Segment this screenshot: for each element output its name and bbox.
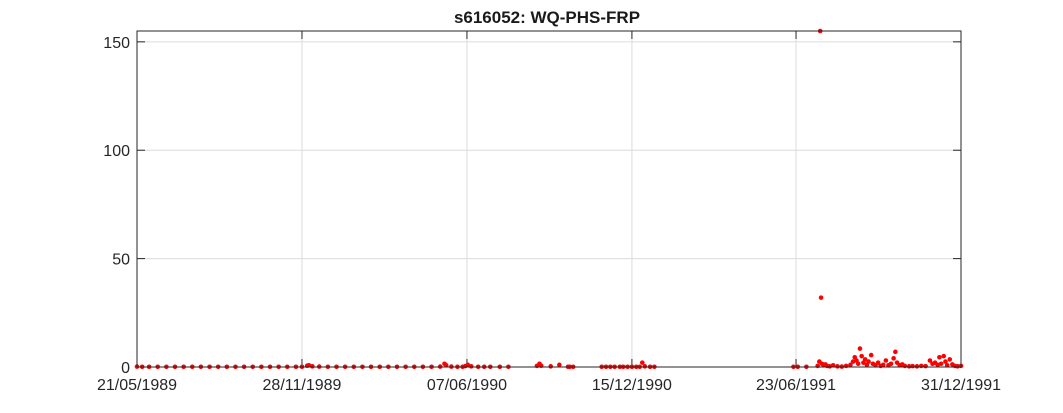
data-point (888, 361, 894, 367)
data-point (468, 364, 474, 369)
data-point (866, 359, 871, 364)
data-point (465, 362, 471, 368)
chart-title: s616052: WQ-PHS-FRP (454, 8, 640, 27)
data-point (848, 362, 853, 368)
y-tick-label: 50 (112, 252, 130, 269)
data-point (857, 346, 863, 351)
data-point (918, 363, 924, 369)
data-point (937, 354, 942, 360)
data-point (902, 363, 908, 369)
x-tick-labels: 21/05/1989 28/11/1989 07/06/1990 15/12/1990… (97, 377, 1001, 394)
y-tick-labels: 0 50 100 150 (103, 35, 130, 377)
data-point (910, 363, 915, 369)
data-point (548, 364, 554, 369)
data-point (891, 356, 896, 361)
data-point (893, 349, 898, 355)
data-point (862, 357, 868, 362)
y-tick-label: 0 (121, 360, 130, 377)
data-point (906, 364, 912, 369)
data-point (875, 360, 881, 365)
data-point (827, 364, 833, 369)
data-point (923, 363, 928, 369)
data-point (947, 357, 953, 362)
data-point (639, 360, 645, 365)
data-point (941, 353, 947, 359)
x-tick-label: 31/12/1991 (921, 377, 1001, 394)
data-point (306, 362, 312, 368)
data-points (134, 28, 964, 370)
data-point (927, 358, 933, 363)
data-point (943, 359, 948, 364)
x-tick-label: 07/06/1990 (427, 377, 507, 394)
data-point (944, 362, 950, 368)
data-point (642, 364, 648, 369)
data-point (880, 362, 886, 368)
y-tick-label: 150 (103, 35, 130, 52)
data-point (935, 362, 940, 368)
data-point (868, 352, 874, 358)
y-tick-label: 100 (103, 143, 130, 160)
plot-area (136, 30, 962, 368)
data-point (883, 358, 889, 363)
x-tick-label: 28/11/1989 (263, 377, 342, 394)
data-point (914, 364, 920, 369)
data-point (938, 361, 944, 367)
data-point (310, 364, 315, 369)
data-point (835, 364, 840, 369)
data-point (443, 362, 449, 368)
data-point (557, 362, 562, 368)
x-tick-label: 21/05/1989 (97, 377, 177, 394)
data-point (815, 363, 820, 369)
data-point (850, 359, 856, 364)
grid-lines (137, 31, 961, 367)
data-point (855, 361, 861, 367)
plot-frame (136, 30, 962, 368)
x-tick-label: 15/12/1990 (592, 377, 672, 394)
data-point (818, 295, 824, 300)
data-point (830, 362, 836, 368)
data-point (843, 363, 849, 369)
x-tick-label: 23/06/1991 (756, 377, 836, 394)
data-point (955, 364, 960, 369)
data-point (859, 353, 864, 359)
